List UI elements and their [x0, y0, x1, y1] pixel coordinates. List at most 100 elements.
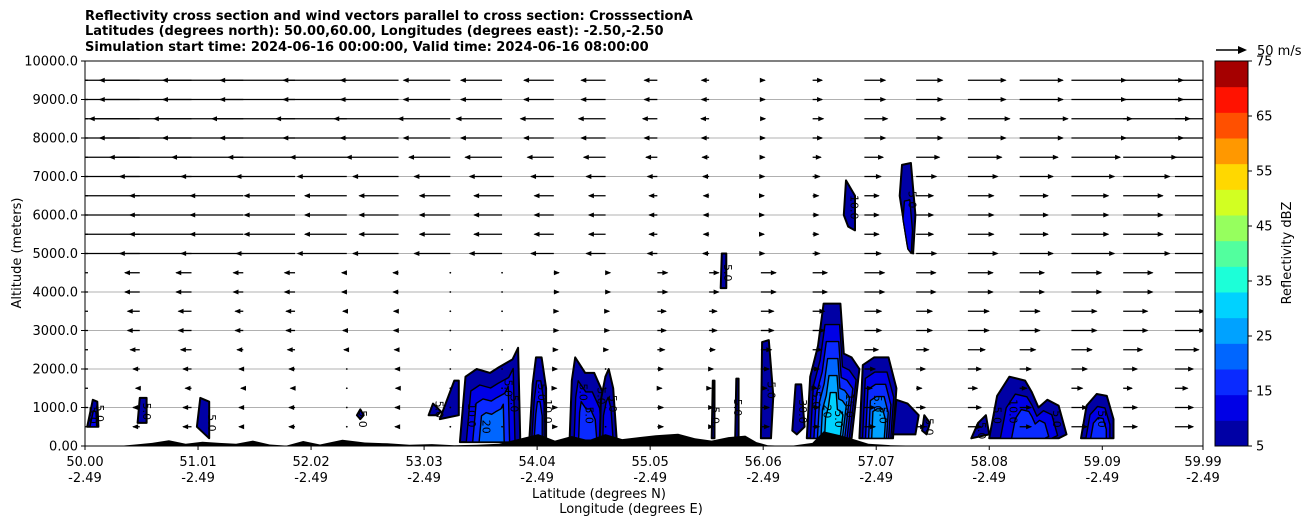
title-line-3: Simulation start time: 2024-06-16 00:00:… [85, 40, 649, 55]
x-tick-label-lon: -2.49 [520, 471, 554, 486]
wind-vector-head [1096, 270, 1103, 276]
wind-vector-head [408, 154, 415, 160]
wind-vector [604, 368, 607, 370]
wind-vector-head [976, 405, 983, 410]
wind-vector-head [128, 231, 135, 237]
wind-vector-head [288, 424, 295, 430]
wind-vector [449, 368, 452, 370]
wind-vector-head [73, 347, 79, 352]
wind-vector-head [182, 405, 189, 410]
contour-label: 5.0 [721, 264, 734, 282]
wind-vector-head [1034, 328, 1041, 333]
wind-vector-head [394, 385, 401, 391]
wind-vector-head [708, 405, 715, 410]
wind-vector-head [189, 193, 196, 199]
wind-vector-head [358, 212, 365, 218]
wind-vector-head [822, 270, 829, 276]
title-line-2: Latitudes (degrees north): 50.00,60.00, … [85, 24, 664, 39]
wind-vector-head [296, 251, 303, 256]
wind-vector [604, 406, 607, 409]
wind-vector-head [392, 328, 399, 333]
wind-vector-head [1042, 193, 1049, 199]
wind-vector-head [288, 366, 295, 372]
wind-vector-head [473, 231, 480, 237]
wind-vector-head [1142, 328, 1149, 333]
wind-vector-head [235, 251, 242, 256]
wind-vector-head [992, 174, 999, 179]
contour-label: 5.0 [93, 405, 106, 423]
wind-vector-head [1188, 424, 1195, 430]
wind-vector-head [577, 116, 584, 122]
wind-vector-head [1057, 97, 1064, 102]
wind-vector-head [2, 251, 8, 256]
colorbar-frame [1214, 60, 1249, 447]
contour-label: 5.0 [582, 406, 595, 424]
wind-vector-head [530, 174, 537, 179]
colorbar-band [1215, 112, 1248, 139]
wind-vector-head [239, 385, 246, 391]
contour-label: 5.0 [832, 410, 845, 428]
wind-vector-head [533, 193, 540, 199]
contour-label: 5.0 [1050, 410, 1063, 428]
wind-vector-head [713, 289, 720, 295]
wind-vector-head [701, 154, 708, 160]
wind-vector-head [1164, 174, 1171, 179]
wind-vector-head [702, 193, 709, 199]
wind-vector-head [339, 77, 346, 83]
wind-key: 50 m/s [1216, 44, 1302, 59]
wind-vector-head [232, 289, 239, 295]
wind-vector-head [128, 193, 135, 199]
y-tick-label: 1000.0 [33, 401, 79, 416]
wind-vector-head [759, 77, 766, 83]
contour-label: 10.0 [1006, 399, 1019, 424]
wind-vector-head [238, 424, 245, 430]
x-tick-label-lon: -2.49 [1186, 471, 1220, 486]
wind-vector-head [339, 97, 346, 102]
reflectivity-contour [791, 383, 806, 436]
wind-vector-head [219, 135, 226, 141]
wind-vector [449, 310, 452, 313]
reflectivity-contour [823, 391, 844, 439]
x-tick-label-lat: 56.06 [745, 455, 782, 470]
wind-vector-head [394, 424, 401, 430]
wind-vector-head [759, 193, 766, 199]
wind-vector [449, 387, 452, 390]
wind-vector-head [603, 347, 610, 353]
wind-vector-head [980, 347, 987, 353]
wind-vector-head [1182, 385, 1189, 391]
wind-vector-head [283, 289, 290, 295]
x-tick-label-lon: -2.49 [294, 471, 328, 486]
wind-vector-head [813, 231, 820, 237]
wind-vector-head [118, 174, 125, 179]
wind-vector-head [817, 97, 824, 102]
wind-vector-head [341, 328, 348, 333]
y-tick-label: 5000.0 [33, 247, 79, 262]
wind-vector [501, 387, 503, 390]
wind-vector-head [234, 308, 241, 314]
wind-vector-head [1109, 251, 1116, 256]
wind-vector [501, 406, 503, 409]
wind-vector-head [180, 251, 187, 256]
wind-vector-head [1086, 347, 1093, 353]
contour-label: 5.0 [975, 422, 988, 440]
wind-vector-head [134, 385, 141, 391]
wind-vector-head [393, 347, 400, 353]
wind-vector-head [523, 135, 530, 141]
wind-vector-head [283, 270, 290, 276]
wind-vector-head [713, 270, 720, 276]
wind-vector-head [645, 154, 652, 160]
contour-label: 25.0 [809, 384, 822, 409]
wind-vector-head [879, 289, 886, 295]
contour-label: 10.0 [847, 195, 860, 220]
wind-vector-head [814, 405, 821, 410]
wind-vector-head [882, 116, 889, 122]
wind-vector-head [580, 135, 587, 141]
wind-vector-head [473, 193, 480, 199]
wind-vector-head [876, 308, 883, 314]
wind-vector-head [648, 231, 655, 237]
wind-vector-head [551, 385, 558, 391]
wind-vector-head [235, 174, 242, 179]
reflectivity-contour [478, 403, 505, 443]
y-tick-label: 3000.0 [33, 324, 79, 339]
reflectivity-contour [577, 401, 598, 441]
